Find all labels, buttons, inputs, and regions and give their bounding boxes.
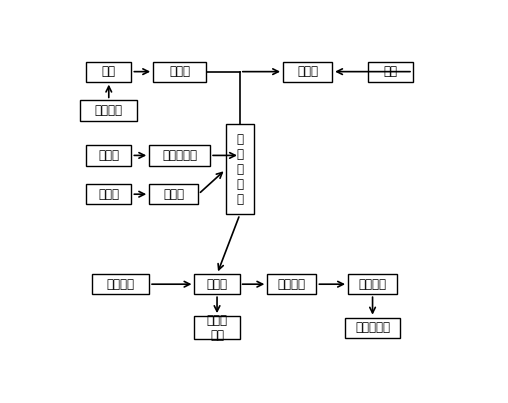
- Bar: [226, 125, 254, 214]
- Text: 磷酸泵: 磷酸泵: [163, 188, 184, 201]
- Bar: [283, 62, 332, 82]
- Bar: [368, 62, 413, 82]
- Bar: [149, 145, 210, 166]
- Text: 荧光池: 荧光池: [207, 278, 228, 291]
- Bar: [86, 184, 132, 204]
- Text: 络合剂: 络合剂: [98, 149, 119, 162]
- Text: 空白溶液: 空白溶液: [95, 104, 123, 117]
- Text: 络合剂泵泵: 络合剂泵泵: [162, 149, 197, 162]
- Bar: [149, 184, 198, 204]
- Text: 水样: 水样: [102, 65, 116, 78]
- Bar: [345, 318, 400, 338]
- Bar: [195, 274, 240, 294]
- Text: 数据处理: 数据处理: [359, 278, 387, 291]
- Text: 三
通
进
样
阀: 三 通 进 样 阀: [236, 133, 243, 206]
- Text: 硫酸泵: 硫酸泵: [297, 65, 318, 78]
- Bar: [80, 100, 137, 120]
- Bar: [195, 316, 240, 339]
- Text: 光电探测: 光电探测: [278, 278, 306, 291]
- Bar: [348, 274, 397, 294]
- Bar: [86, 62, 132, 82]
- Bar: [267, 274, 316, 294]
- Bar: [92, 274, 149, 294]
- Bar: [153, 62, 206, 82]
- Bar: [86, 145, 132, 166]
- Text: 显示、存储: 显示、存储: [355, 321, 390, 334]
- Text: 激光光源: 激光光源: [107, 278, 135, 291]
- Text: 废液收
集器: 废液收 集器: [207, 314, 228, 342]
- Text: 水样泵: 水样泵: [169, 65, 190, 78]
- Text: 硫酸: 硫酸: [383, 65, 397, 78]
- Text: 络合剂: 络合剂: [98, 188, 119, 201]
